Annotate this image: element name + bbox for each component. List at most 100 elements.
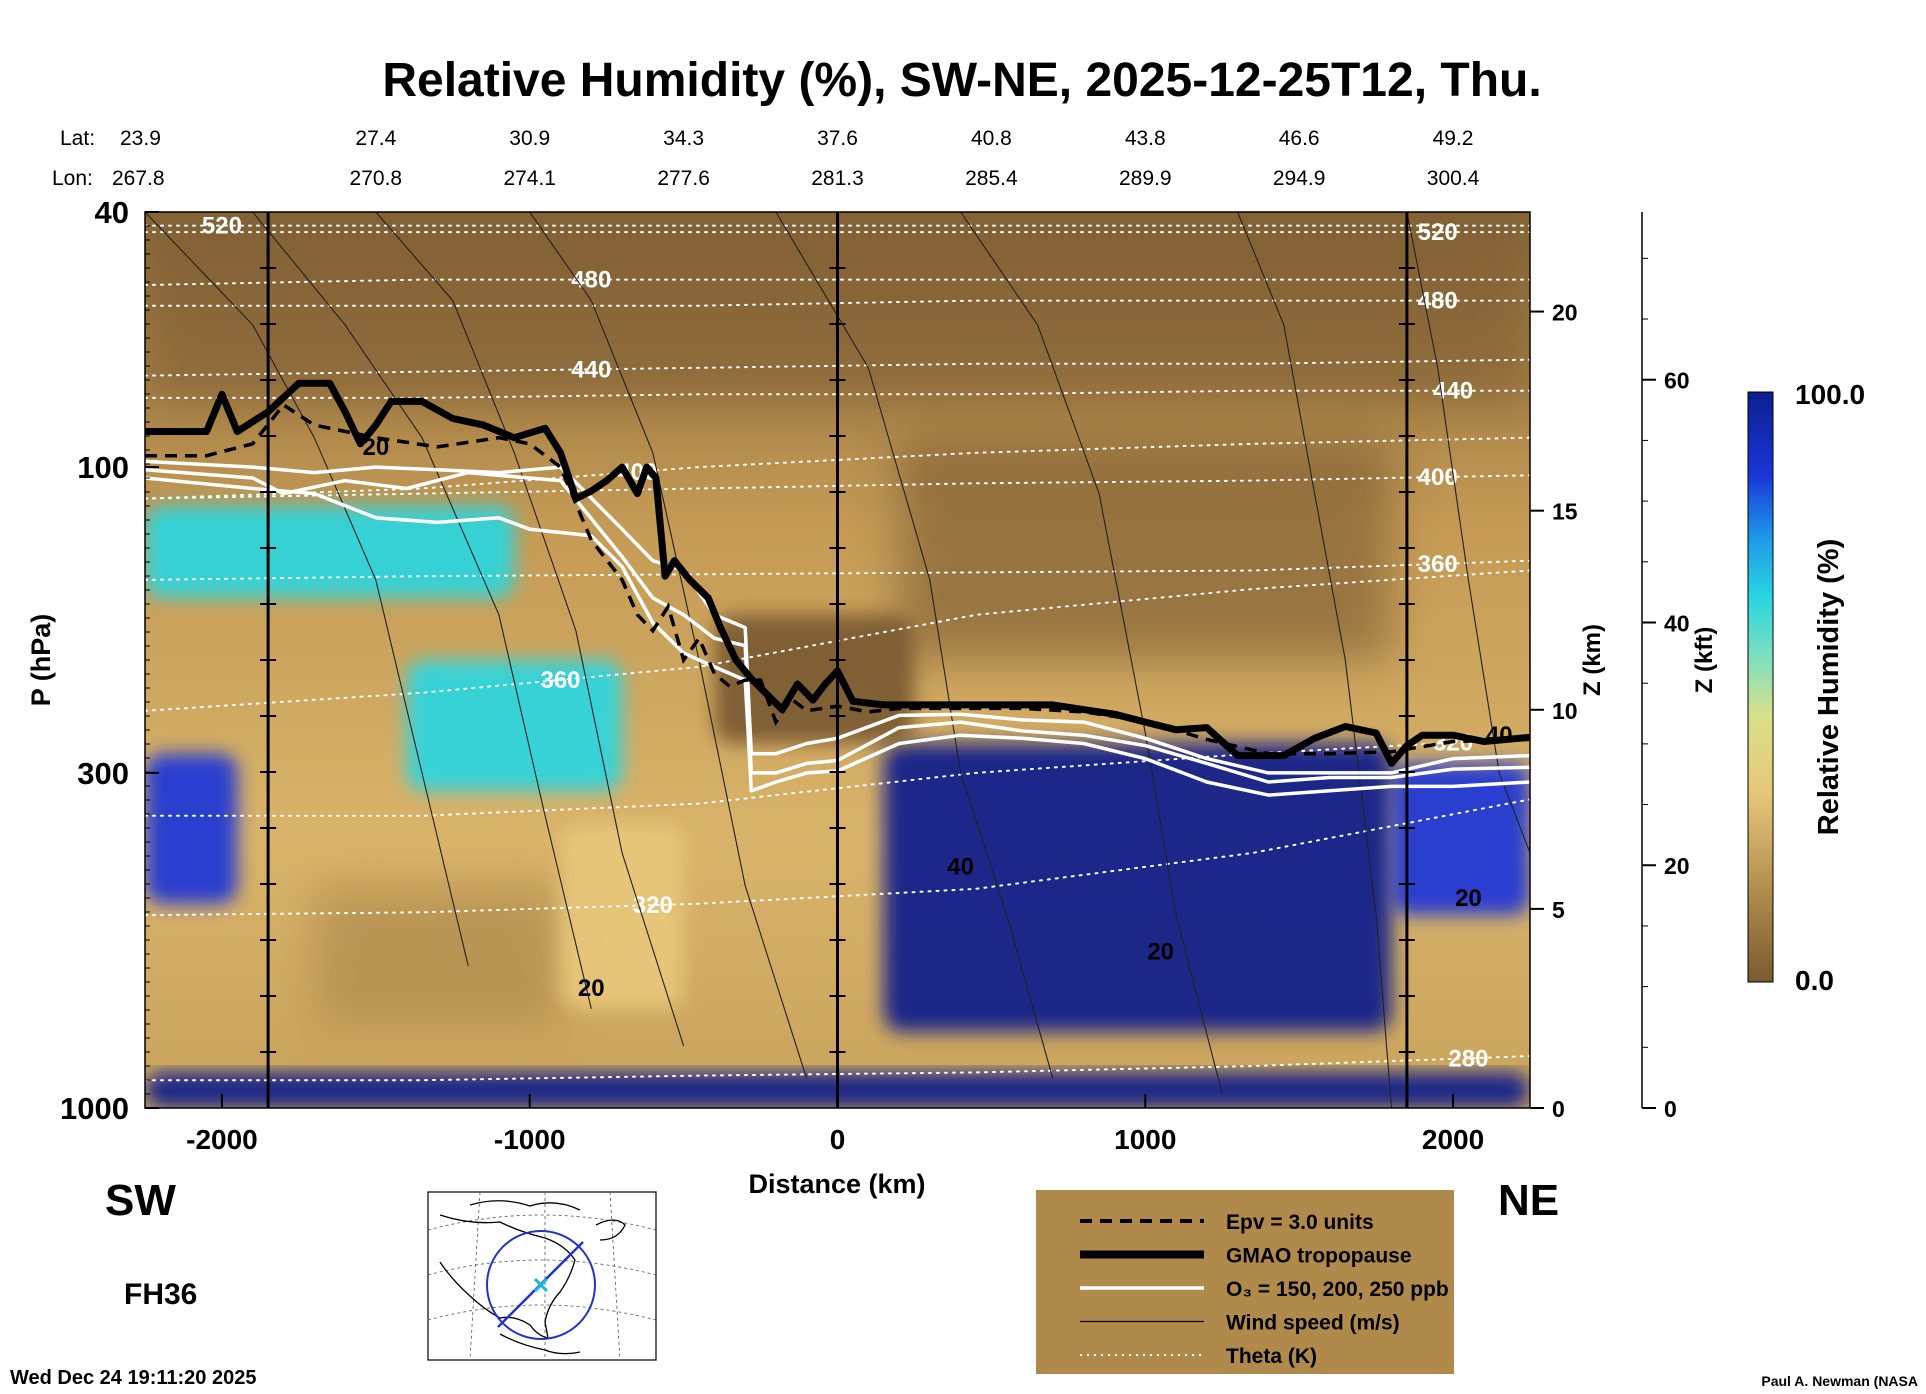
lon-value: 289.9 (1119, 167, 1172, 190)
ozone-contour-150 (145, 459, 1530, 775)
lat-value: 34.3 (663, 127, 704, 150)
wind-speed-label: 40 (1486, 722, 1513, 749)
legend-entry-label: Epv = 3.0 units (1226, 1211, 1374, 1234)
lon-header-label: Lon: (52, 167, 93, 190)
x-tick-label: 2000 (1422, 1124, 1484, 1155)
wind-speed-contour-line (529, 212, 808, 1079)
z-km-tick-label: 10 (1552, 698, 1578, 724)
legend-entry-label: Theta (K) (1226, 1345, 1317, 1368)
lat-value: 30.9 (509, 127, 550, 150)
wind-speed-label: 20 (578, 975, 605, 1002)
lat-value: 37.6 (817, 127, 858, 150)
theta-contour-label: 520 (1418, 219, 1458, 246)
lat-value: 43.8 (1125, 127, 1166, 150)
z-kft-tick-label: 40 (1664, 610, 1690, 636)
z-km-tick-label: 20 (1552, 300, 1578, 326)
lat-lon-values: 23.9 267.8 27.4 270.8 30.9 274.1 34.3 277.6 37.6… (112, 127, 1480, 190)
lon-value: 270.8 (350, 167, 403, 190)
gmao-tropopause-line (145, 379, 1530, 767)
colorbar-min-label: 0.0 (1795, 965, 1834, 996)
z-kft-axis-label: Z (kft) (1691, 627, 1718, 694)
colorbar-label: Relative Humidity (%) (1813, 539, 1845, 836)
wind-speed-label: 20 (1455, 885, 1482, 912)
location-header: Lat: Lon: 23.9 267.8 27.4 270.8 30.9 274.1 34.… (52, 127, 1480, 190)
theta-contour-label: 520 (202, 213, 242, 240)
x-tick-label: 0 (830, 1124, 846, 1155)
legend-entry-label: GMAO tropopause (1226, 1245, 1412, 1268)
sw-endpoint-label: SW (105, 1176, 176, 1225)
z-km-axis-label: Z (km) (1579, 624, 1606, 696)
theta-contour-label: 480 (1418, 288, 1458, 315)
pressure-tick-label: 40 (95, 195, 129, 230)
theta-contour-label: 280 (1448, 1045, 1488, 1072)
lat-value: 46.6 (1279, 127, 1320, 150)
z-kft-tick-label: 20 (1664, 853, 1690, 879)
colorbar-gradient (1747, 391, 1774, 983)
inset-map-section-line (497, 1241, 584, 1328)
z-kft-tick-label: 0 (1664, 1096, 1677, 1122)
legend: Epv = 3.0 units GMAO tropopause O₃ = 150, … (1036, 1190, 1454, 1374)
theta-contour-line (145, 389, 1530, 399)
pressure-tick-label: 300 (77, 756, 129, 791)
colorbar-max-label: 100.0 (1795, 379, 1865, 410)
ozone-contours (145, 459, 1530, 797)
pressure-axis-label: P (hPa) (26, 614, 56, 707)
timestamp: Wed Dec 24 19:11:20 2025 (10, 1367, 256, 1389)
vertical-reference-lines (260, 212, 1415, 1108)
ozone-contour-250 (145, 476, 1530, 797)
chart-title: Relative Humidity (%), SW-NE, 2025-12-25… (382, 54, 1541, 107)
theta-contour-label: 360 (540, 667, 580, 694)
theta-contour-label: 440 (571, 356, 611, 383)
theta-contour-line (145, 299, 1530, 307)
inset-map-coastlines (439, 1200, 626, 1355)
theta-contour-label: 440 (1433, 378, 1473, 405)
theta-contour-label: 320 (633, 892, 673, 919)
humidity-region (406, 660, 623, 791)
forecast-hour: FH36 (124, 1278, 197, 1311)
lat-value: 23.9 (120, 127, 161, 150)
z-km-tick-label: 5 (1552, 897, 1565, 923)
pressure-axis: 40 100 300 1000 (60, 195, 159, 1126)
wind-speed-contour-line (960, 212, 1223, 1094)
lat-value: 49.2 (1433, 127, 1474, 150)
lon-value: 300.4 (1427, 167, 1480, 190)
theta-contour-line (145, 1055, 1530, 1082)
x-axis: -2000 -1000 0 1000 2000 (186, 1094, 1484, 1155)
z-kft-tick-label: 60 (1664, 368, 1690, 394)
wind-speed-contour-line (1406, 212, 1530, 854)
wind-speed-label: 20 (1147, 939, 1174, 966)
inset-map-graticule (427, 1191, 657, 1361)
x-tick-label: -1000 (494, 1124, 566, 1155)
humidity-region (145, 753, 238, 904)
tropopause-line (145, 379, 1530, 767)
inset-map-center-marker: ✕ (532, 1273, 550, 1298)
lon-value: 285.4 (965, 167, 1018, 190)
pressure-tick-label: 100 (77, 450, 129, 485)
z-kft-axis: 0 20 40 60 (1641, 212, 1690, 1122)
lon-value: 274.1 (503, 167, 556, 190)
x-axis-label: Distance (km) (748, 1169, 925, 1199)
legend-entry-label: O₃ = 150, 200, 250 ppb (1226, 1278, 1449, 1301)
lat-header-label: Lat: (60, 127, 95, 150)
humidity-region (560, 823, 684, 1009)
lat-value: 27.4 (355, 127, 396, 150)
lon-value: 277.6 (657, 167, 710, 190)
epv-3-unit-contour (145, 402, 1530, 756)
theta-contour-line (145, 559, 1530, 581)
humidity-region (714, 614, 915, 744)
wind-speed-contour-line (375, 212, 685, 1047)
colorbar: 100.0 0.0 Relative Humidity (%) (1747, 379, 1865, 996)
lon-value: 294.9 (1273, 167, 1326, 190)
theta-contour-line (145, 474, 1530, 500)
theta-contour-line (145, 358, 1530, 377)
author-credit: Paul A. Newman (NASA (1761, 1373, 1918, 1389)
wind-speed-label: 40 (947, 854, 974, 881)
theta-contour-line (145, 278, 1530, 286)
dry-midtroposphere-region (314, 885, 561, 1028)
pressure-tick-label: 1000 (60, 1091, 129, 1126)
z-km-tick-label: 0 (1552, 1096, 1565, 1122)
